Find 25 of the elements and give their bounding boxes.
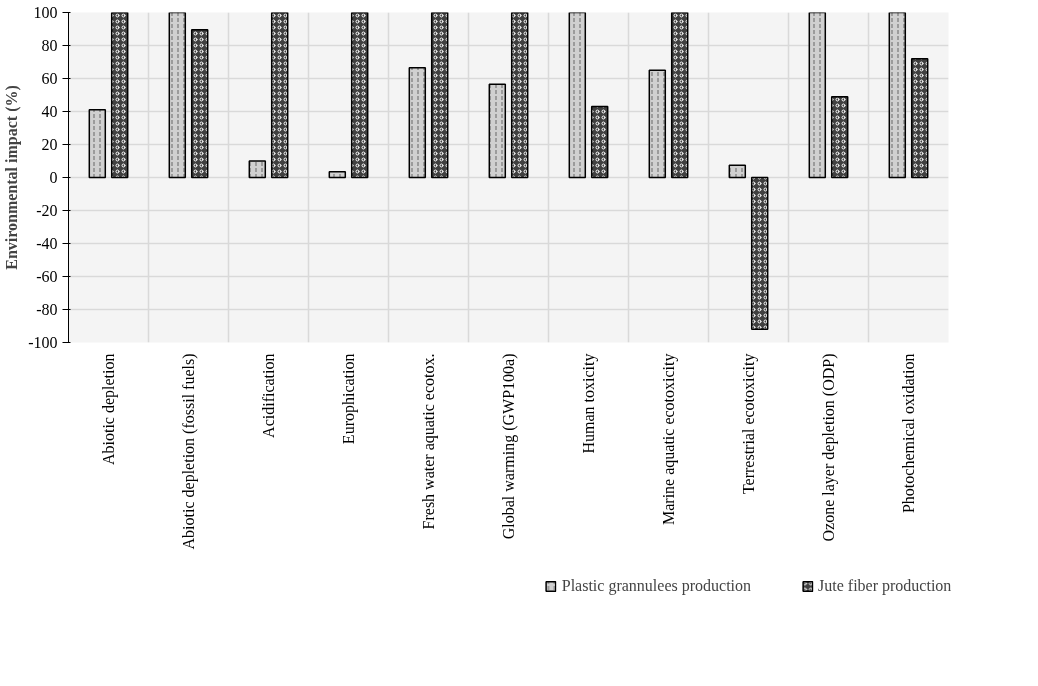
x-tick-label: Terrestrial ecotoxicity	[740, 353, 758, 495]
y-tick-label: 20	[41, 136, 58, 153]
x-tick-label: Ozone layer depletion (ODP)	[820, 353, 838, 542]
y-tick-label: -60	[36, 268, 58, 285]
y-tick-label: -80	[36, 301, 58, 318]
y-tick-label: -100	[28, 334, 58, 351]
y-tick-label: -40	[36, 235, 58, 252]
x-tick-label: Fresh water aquatic ecotox.	[420, 353, 438, 530]
x-tick-label: Europhication	[340, 353, 358, 445]
y-tick-label: 60	[41, 70, 58, 87]
x-tick-label: Global warming (GWP100a)	[500, 353, 518, 540]
legend-label: Jute fiber production	[818, 577, 952, 595]
x-tick-label: Abiotic depletion	[100, 353, 118, 466]
x-tick-label: Abiotic depletion (fossil fuels)	[180, 353, 198, 550]
y-tick-label: 0	[49, 169, 58, 186]
y-tick-label: -20	[36, 202, 58, 219]
y-tick-label: 100	[33, 4, 58, 21]
x-tick-label: Acidification	[260, 353, 277, 438]
x-tick-label: Human toxicity	[580, 353, 598, 454]
y-tick-label: 80	[41, 37, 58, 54]
x-tick-label: Photochemical oxidation	[900, 353, 917, 514]
y-axis-title: Environmental impact (%)	[3, 85, 22, 270]
x-tick-label: Marine aquatic ecotoxicity	[660, 353, 678, 525]
y-tick-label: 40	[41, 103, 58, 120]
legend-label: Plastic grannulees production	[561, 577, 752, 595]
